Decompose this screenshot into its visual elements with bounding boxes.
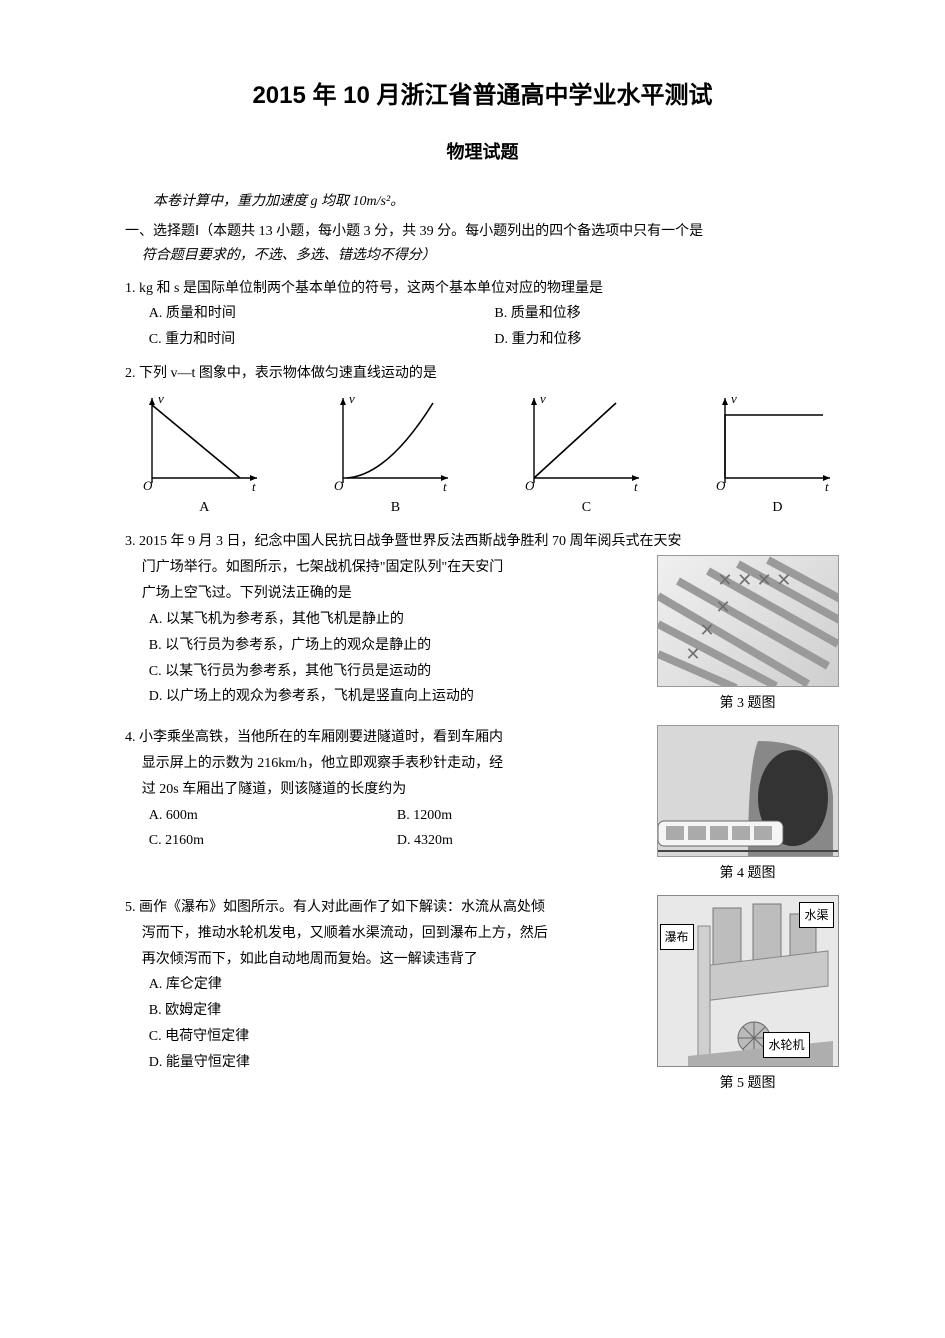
q1-option-a: A. 质量和时间	[149, 301, 495, 327]
q5-options: A. 库仑定律 B. 欧姆定律 C. 电荷守恒定律 D. 能量守恒定律	[149, 972, 645, 1076]
question-3: 3. 2015 年 9 月 3 日，纪念中国人民抗日战争暨世界反法西斯战争胜利 …	[125, 529, 840, 717]
gravity-note: 本卷计算中，重力加速度 g 均取 10m/s²。	[125, 190, 840, 210]
q2-graph-d: v O t D	[715, 393, 840, 521]
q2-graphs-row: v O t A v O t B	[142, 393, 840, 521]
q4-option-b: B. 1200m	[397, 803, 645, 829]
q3-stem-line1: 3. 2015 年 9 月 3 日，纪念中国人民抗日战争暨世界反法西斯战争胜利 …	[125, 529, 840, 555]
q4-figure: 第 4 题图	[655, 725, 840, 887]
question-4: 4. 小李乘坐高铁，当他所在的车厢刚要进隧道时，看到车厢内 显示屏上的示数为 2…	[125, 725, 840, 887]
q3-stem-line2: 门广场举行。如图所示，七架战机保持"固定队列"在天安门	[142, 555, 645, 581]
q5-image-placeholder: 水渠 瀑布 水轮机	[657, 895, 839, 1067]
question-1: 1. kg 和 s 是国际单位制两个基本单位的符号，这两个基本单位对应的物理量是…	[125, 276, 840, 354]
q5-option-d: D. 能量守恒定律	[149, 1050, 645, 1076]
q3-image-placeholder: ✕ ✕ ✕ ✕ ✕ ✕ ✕	[657, 555, 839, 687]
q4-option-d: D. 4320m	[397, 828, 645, 854]
q3-option-d: D. 以广场上的观众为参考系，飞机是竖直向上运动的	[149, 684, 645, 710]
q1-option-b: B. 质量和位移	[494, 301, 840, 327]
q4-stem-line3: 过 20s 车厢出了隧道，则该隧道的长度约为	[142, 777, 645, 803]
svg-text:v: v	[349, 393, 355, 406]
svg-text:t: t	[634, 479, 638, 493]
q4-stem-line1: 4. 小李乘坐高铁，当他所在的车厢刚要进隧道时，看到车厢内	[125, 725, 645, 751]
svg-text:v: v	[731, 393, 737, 406]
page-subtitle: 物理试题	[125, 138, 840, 164]
q5-option-a: A. 库仑定律	[149, 972, 645, 998]
q1-option-c: C. 重力和时间	[149, 327, 495, 353]
q5-stem-line1: 5. 画作《瀑布》如图所示。有人对此画作了如下解读：水流从高处倾	[125, 895, 645, 921]
q3-option-c: C. 以某飞行员为参考系，其他飞行员是运动的	[149, 659, 645, 685]
q3-option-b: B. 以飞行员为参考系，广场上的观众是静止的	[149, 633, 645, 659]
q5-label-turbine: 水轮机	[763, 1032, 809, 1058]
q5-option-c: C. 电荷守恒定律	[149, 1024, 645, 1050]
section-1-line1: 一、选择题Ⅰ（本题共 13 小题，每小题 3 分，共 39 分。每小题列出的四个…	[125, 224, 703, 239]
q5-figure: 水渠 瀑布 水轮机 第 5 题图	[655, 895, 840, 1097]
axis-v-label: v	[158, 393, 164, 406]
axis-t-label: t	[252, 479, 256, 493]
q2-graph-b: v O t B	[333, 393, 458, 521]
q3-figure: ✕ ✕ ✕ ✕ ✕ ✕ ✕ 第 3 题图	[655, 555, 840, 717]
vt-graph-b-svg: v O t	[333, 393, 458, 493]
q5-label-waterfall: 瀑布	[660, 924, 694, 950]
q2-graph-c: v O t C	[524, 393, 649, 521]
q2-graph-a: v O t A	[142, 393, 267, 521]
question-5: 5. 画作《瀑布》如图所示。有人对此画作了如下解读：水流从高处倾 泻而下，推动水…	[125, 895, 840, 1097]
section-1-header: 一、选择题Ⅰ（本题共 13 小题，每小题 3 分，共 39 分。每小题列出的四个…	[125, 220, 840, 268]
svg-text:O: O	[716, 478, 726, 493]
q5-stem-line3: 再次倾泻而下，如此自动地周而复始。这一解读违背了	[142, 947, 645, 973]
q1-options: A. 质量和时间 B. 质量和位移 C. 重力和时间 D. 重力和位移	[149, 301, 840, 353]
q1-stem: 1. kg 和 s 是国际单位制两个基本单位的符号，这两个基本单位对应的物理量是	[125, 276, 840, 302]
svg-text:O: O	[525, 478, 535, 493]
q2-label-a: A	[142, 495, 267, 521]
question-2: 2. 下列 v—t 图象中，表示物体做匀速直线运动的是 v O t A	[125, 361, 840, 521]
exam-page: 2015 年 10 月浙江省普通高中学业水平测试 物理试题 本卷计算中，重力加速…	[0, 0, 945, 1338]
page-title: 2015 年 10 月浙江省普通高中学业水平测试	[125, 75, 840, 110]
q5-option-b: B. 欧姆定律	[149, 998, 645, 1024]
q4-option-a: A. 600m	[149, 803, 397, 829]
q3-stem-line3: 广场上空飞过。下列说法正确的是	[142, 581, 645, 607]
vt-graph-d-svg: v O t	[715, 393, 840, 493]
section-1-line2: 符合题目要求的，不选、多选、错选均不得分）	[142, 248, 436, 263]
q4-image-placeholder	[657, 725, 839, 857]
q2-label-d: D	[715, 495, 840, 521]
q5-stem-line2: 泻而下，推动水轮机发电，又顺着水渠流动，回到瀑布上方，然后	[142, 921, 645, 947]
svg-text:t: t	[825, 479, 829, 493]
axis-o-label: O	[143, 478, 153, 493]
q3-options: A. 以某飞机为参考系，其他飞机是静止的 B. 以飞行员为参考系，广场上的观众是…	[149, 607, 645, 711]
svg-text:v: v	[540, 393, 546, 406]
q5-fig-caption: 第 5 题图	[655, 1071, 840, 1097]
vt-graph-c-svg: v O t	[524, 393, 649, 493]
svg-text:O: O	[334, 478, 344, 493]
q4-stem-line2: 显示屏上的示数为 216km/h，他立即观察手表秒针走动，经	[142, 751, 645, 777]
q4-options: A. 600m B. 1200m C. 2160m D. 4320m	[149, 803, 645, 855]
q3-option-a: A. 以某飞机为参考系，其他飞机是静止的	[149, 607, 645, 633]
svg-text:t: t	[443, 479, 447, 493]
q5-label-channel: 水渠	[799, 902, 833, 928]
q4-option-c: C. 2160m	[149, 828, 397, 854]
vt-graph-a-svg: v O t	[142, 393, 267, 493]
q3-fig-caption: 第 3 题图	[655, 691, 840, 717]
q1-option-d: D. 重力和位移	[494, 327, 840, 353]
q4-fig-caption: 第 4 题图	[655, 861, 840, 887]
q2-label-b: B	[333, 495, 458, 521]
q2-label-c: C	[524, 495, 649, 521]
q2-stem: 2. 下列 v—t 图象中，表示物体做匀速直线运动的是	[125, 361, 840, 387]
